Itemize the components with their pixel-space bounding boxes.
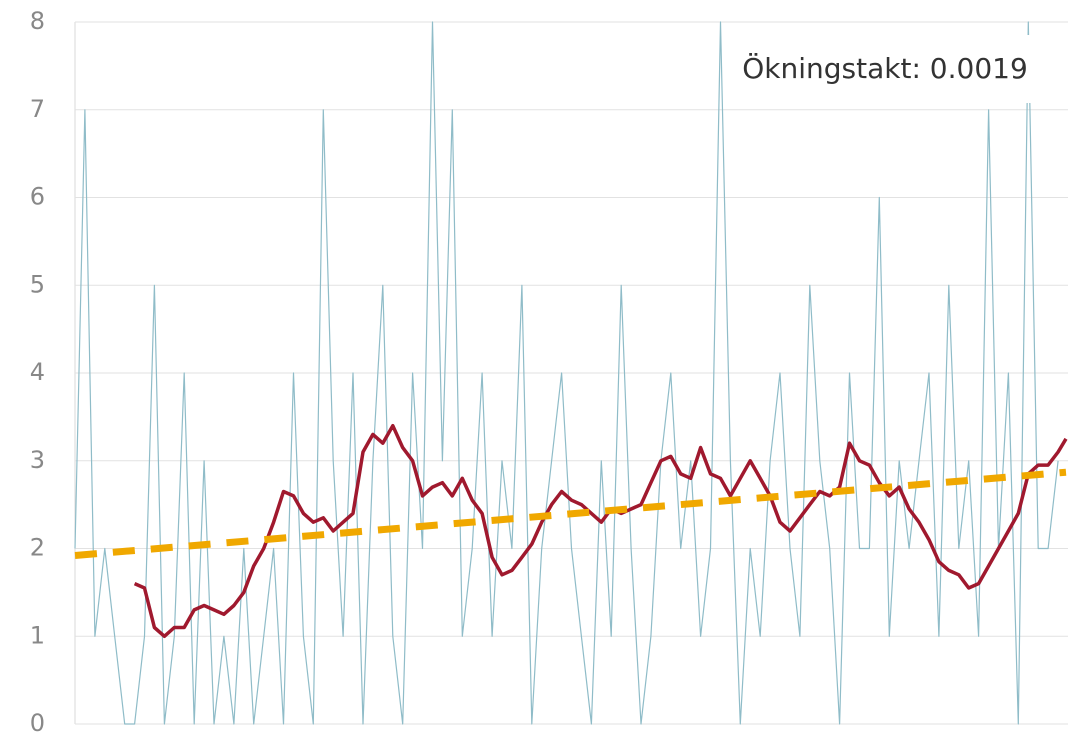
- y-tick-label: 7: [30, 95, 45, 123]
- y-tick-label: 5: [30, 270, 45, 298]
- y-tick-label: 4: [30, 358, 45, 386]
- y-tick-label: 0: [30, 709, 45, 735]
- y-tick-label: 6: [30, 183, 45, 211]
- series-line: [74, 21, 1059, 725]
- y-tick-label: 2: [30, 534, 45, 562]
- y-tick-label: 1: [30, 621, 45, 649]
- plot-area: [74, 21, 1068, 725]
- y-tick-label: 8: [30, 7, 45, 35]
- y-tick-label: 3: [30, 446, 45, 474]
- series-line: [133, 423, 1068, 639]
- annotation: Ökningstakt: 0.0019: [742, 51, 1028, 85]
- series-line: [74, 468, 1067, 559]
- annotation-box: [730, 35, 1035, 103]
- grid: [75, 21, 1068, 725]
